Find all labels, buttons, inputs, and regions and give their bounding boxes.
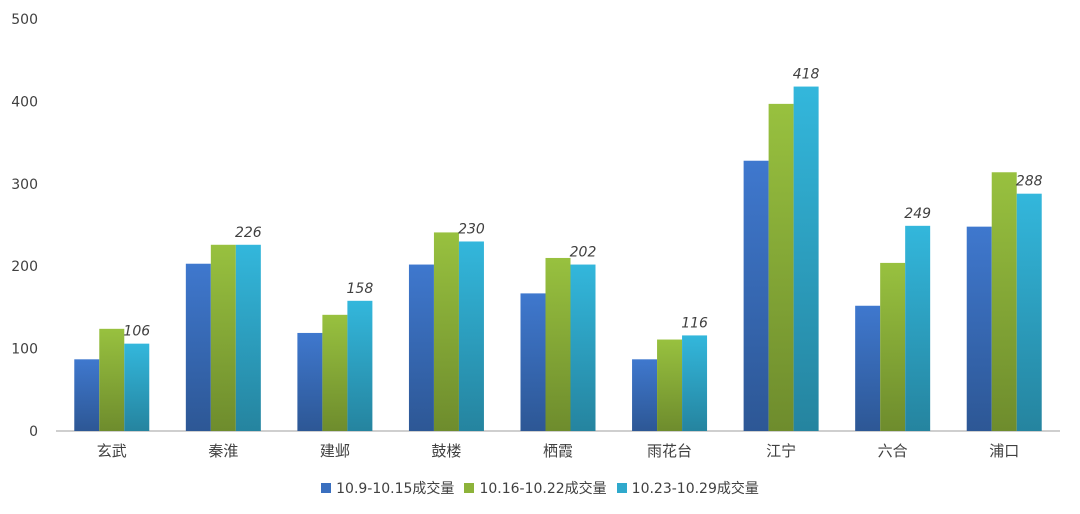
y-tick-label: 200: [11, 259, 38, 275]
legend-item-3: 10.23-10.29成交量: [616, 478, 759, 498]
bar-六合-3: [905, 225, 931, 431]
bar-玄武-1: [74, 359, 100, 431]
bar-江宁-1: [743, 160, 769, 431]
data-label-雨花台: 116: [681, 315, 708, 331]
data-label-浦口: 288: [1016, 174, 1043, 190]
bar-鼓楼-3: [458, 241, 484, 431]
y-tick-label: 300: [11, 177, 38, 193]
bar-玄武-3: [124, 343, 150, 431]
category-label-栖霞: 栖霞: [543, 442, 573, 460]
bar-浦口-3: [1016, 193, 1042, 431]
bar-江宁-2: [768, 103, 794, 431]
bar-雨花台-2: [657, 339, 683, 431]
bar-建邺-3: [347, 300, 373, 431]
data-labels-group: 106 226 158 230 202 116 418 249 288: [123, 67, 1042, 340]
legend-swatch: [464, 483, 475, 493]
bar-chart: 0 100 200 300 400 500 106 226 158 230 202 116 418 24…: [11, 12, 1060, 460]
category-label-鼓楼: 鼓楼: [431, 442, 461, 460]
bars-group: [74, 86, 1042, 432]
bar-秦淮-1: [185, 263, 211, 431]
legend-label: 10.23-10.29成交量: [631, 481, 759, 497]
category-label-江宁: 江宁: [766, 442, 796, 460]
y-tick-label: 500: [11, 12, 38, 28]
y-tick-label: 0: [29, 424, 38, 440]
data-label-栖霞: 202: [570, 245, 597, 261]
category-label-秦淮: 秦淮: [208, 442, 238, 460]
category-label-玄武: 玄武: [97, 442, 127, 460]
legend-label: 10.16-10.22成交量: [479, 481, 607, 497]
category-label-建邺: 建邺: [320, 442, 350, 460]
bar-雨花台-1: [632, 359, 658, 431]
data-label-鼓楼: 230: [458, 221, 485, 237]
category-label-六合: 六合: [878, 442, 908, 460]
bar-鼓楼-1: [408, 264, 434, 431]
legend: 10.9-10.15成交量 10.16-10.22成交量 10.23-10.29成交…: [0, 478, 1080, 498]
bar-鼓楼-2: [433, 232, 459, 431]
category-label-雨花台: 雨花台: [647, 442, 692, 460]
legend-label: 10.9-10.15成交量: [336, 481, 455, 497]
data-label-玄武: 106: [123, 324, 150, 340]
bar-秦淮-3: [235, 244, 261, 431]
y-axis-ticks: 0 100 200 300 400 500: [11, 12, 38, 440]
legend-swatch: [616, 483, 627, 493]
bar-栖霞-1: [520, 293, 546, 431]
bar-建邺-2: [322, 314, 348, 431]
bar-建邺-1: [297, 332, 323, 431]
bar-江宁-3: [793, 86, 819, 432]
legend-item-2: 10.16-10.22成交量: [464, 478, 607, 498]
bar-浦口-2: [991, 172, 1017, 431]
bar-六合-1: [855, 305, 881, 431]
bar-秦淮-2: [210, 244, 236, 431]
legend-swatch: [321, 483, 332, 493]
data-label-秦淮: 226: [235, 225, 262, 241]
bar-雨花台-3: [682, 335, 708, 431]
bar-栖霞-3: [570, 264, 596, 431]
bar-玄武-2: [99, 328, 125, 431]
data-label-江宁: 418: [793, 67, 820, 83]
y-tick-label: 100: [11, 342, 38, 358]
legend-item-1: 10.9-10.15成交量: [321, 478, 454, 498]
category-label-浦口: 浦口: [989, 442, 1019, 460]
y-tick-label: 400: [11, 94, 38, 110]
bar-浦口-1: [966, 226, 992, 431]
data-label-建邺: 158: [347, 281, 374, 297]
bar-栖霞-2: [545, 257, 571, 431]
category-labels: 玄武 秦淮 建邺 鼓楼 栖霞 雨花台 江宁 六合 浦口: [97, 442, 1019, 460]
data-label-六合: 249: [904, 206, 931, 222]
bar-六合-2: [880, 262, 906, 431]
